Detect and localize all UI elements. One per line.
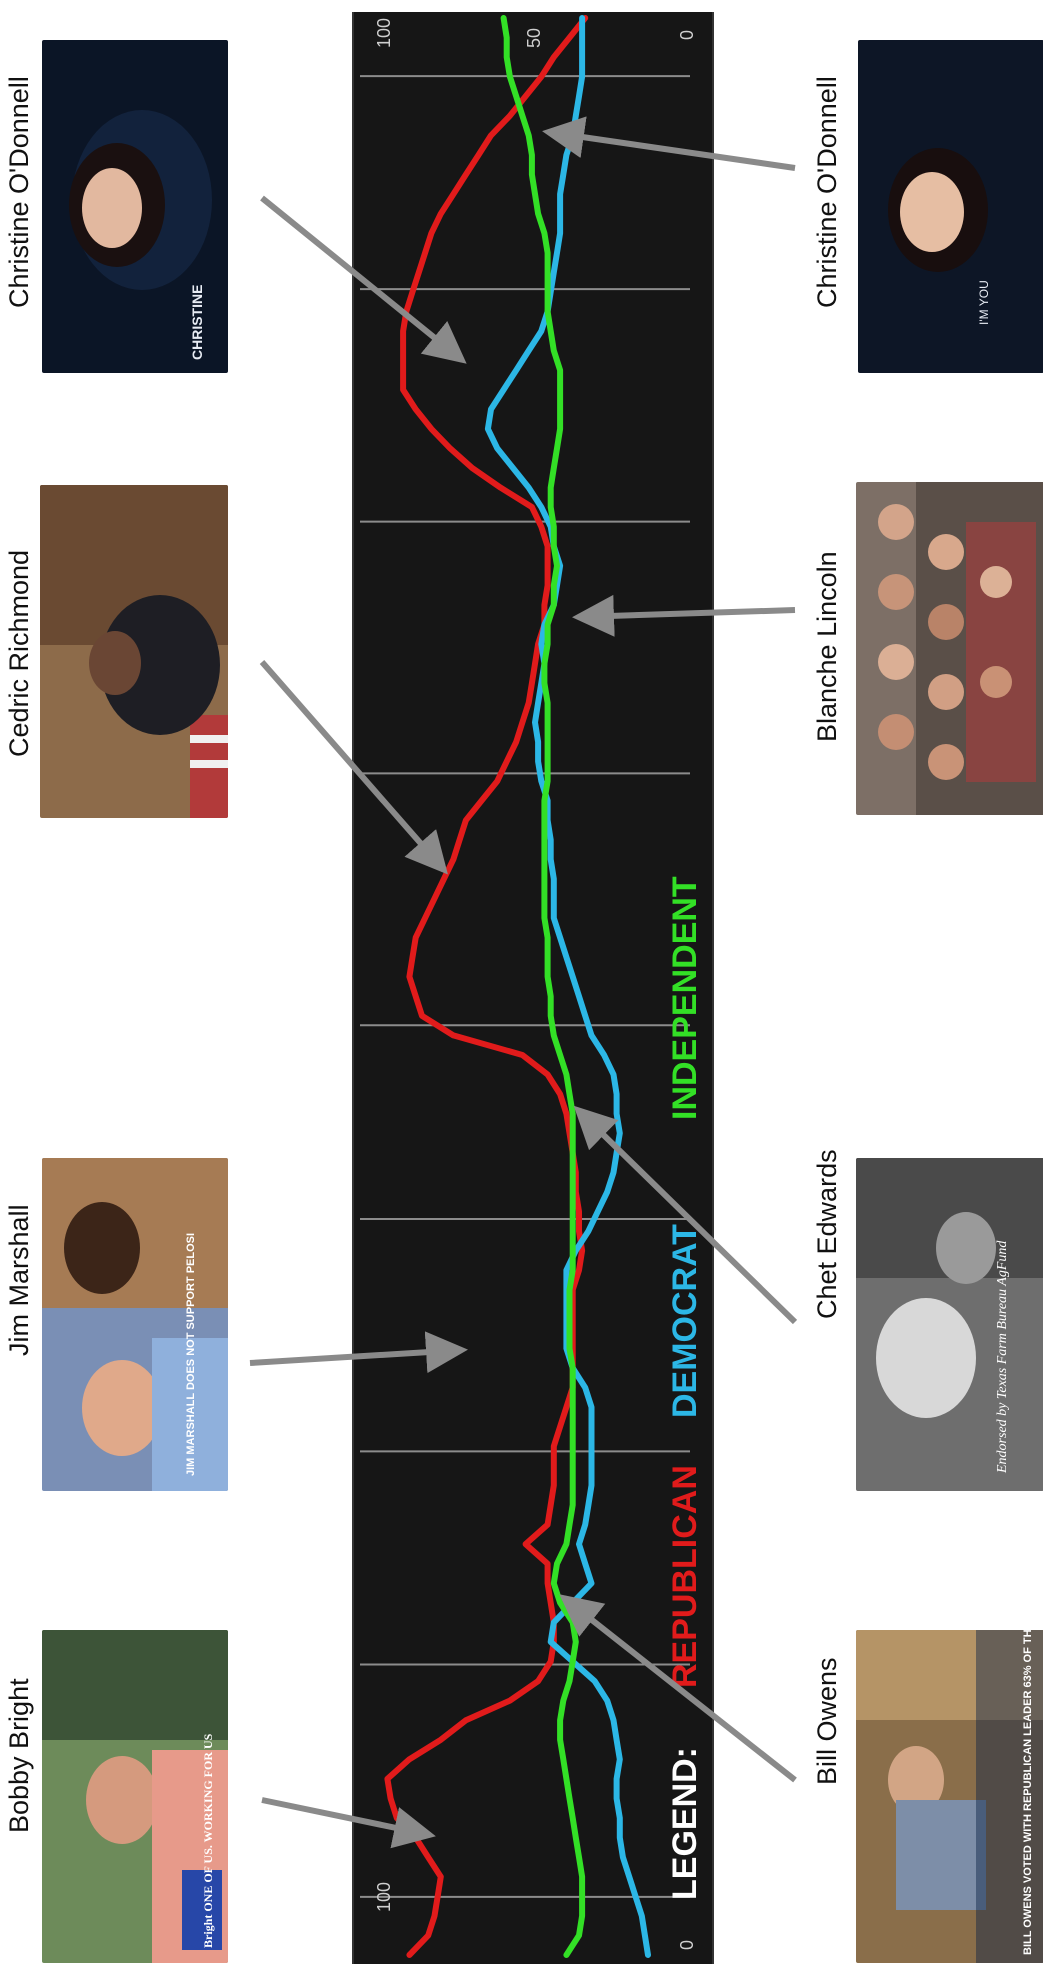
owens-caption: BILL OWENS VOTED WITH REPUBLICAN LEADER …: [1022, 1630, 1034, 1955]
legend-independent: INDEPENDENT: [666, 876, 704, 1120]
arrow-to-lincoln: [572, 594, 796, 637]
label-lincoln: Blanche Lincoln: [812, 551, 842, 742]
arrow-to-owens: [559, 1594, 797, 1783]
label-owens: Bill Owens: [812, 1657, 842, 1785]
ad-thumbnail-marshall: JIM MARSHALL DOES NOT SUPPORT PELOSI: [42, 1158, 228, 1491]
label-richmond: Cedric Richmond: [4, 549, 34, 757]
bright-caption: Bright ONE OF US. WORKING FOR US: [201, 1733, 215, 1948]
legend-republican: REPUBLICAN: [666, 1465, 704, 1688]
label-marshall: Jim Marshall: [4, 1204, 34, 1356]
ad-thumbnail-odonnell-right: I'M YOU: [858, 40, 1043, 373]
arrow-to-odonnell-left: [260, 195, 467, 364]
ad-thumbnail-edwards: Endorsed by Texas Farm Bureau AgFund: [856, 1158, 1043, 1491]
arrow-to-richmond: [259, 660, 448, 875]
arrow-to-marshall: [249, 1331, 468, 1374]
ad-thumbnail-odonnell-left: CHRISTINE: [42, 40, 228, 373]
x-tick-0: 0: [677, 30, 697, 40]
series-line-democrat: [484, 15, 651, 1958]
legend-democrat: DEMOCRAT: [666, 1224, 704, 1418]
ticks-layer: 100 50 0 100 0: [374, 18, 697, 1950]
label-edwards: Chet Edwards: [812, 1149, 842, 1319]
marshall-caption: JIM MARSHALL DOES NOT SUPPORT PELOSI: [185, 1233, 197, 1476]
legend-title: LEGEND:: [666, 1747, 704, 1900]
ad-thumbnail-owens: BILL OWENS VOTED WITH REPUBLICAN LEADER …: [856, 1630, 1043, 1963]
ad-thumbnail-lincoln: [856, 482, 1043, 815]
arrow-to-edwards: [573, 1105, 798, 1325]
odonnell-left-caption: CHRISTINE: [189, 285, 205, 360]
odonnell-right-caption: I'M YOU: [977, 280, 991, 325]
arrow-to-odonnell-right: [542, 116, 796, 171]
ad-thumbnail-bright: Bright ONE OF US. WORKING FOR US: [42, 1630, 228, 1963]
y-tick-100: 100: [374, 1882, 394, 1912]
arrow-to-bright: [261, 1797, 436, 1849]
ad-thumbnail-richmond: [40, 485, 228, 818]
arrows-layer: [249, 116, 798, 1849]
label-bright: Bobby Bright: [4, 1678, 34, 1833]
x-tick-50: 50: [524, 28, 544, 48]
x-tick-100: 100: [374, 18, 394, 48]
label-odonnell-left: Christine O'Donnell: [4, 76, 34, 308]
y-tick-0: 0: [677, 1940, 697, 1950]
legend-layer: LEGEND: REPUBLICAN DEMOCRAT INDEPENDENT: [666, 876, 704, 1900]
edwards-caption: Endorsed by Texas Farm Bureau AgFund: [995, 1240, 1010, 1474]
label-odonnell-right: Christine O'Donnell: [812, 76, 842, 308]
